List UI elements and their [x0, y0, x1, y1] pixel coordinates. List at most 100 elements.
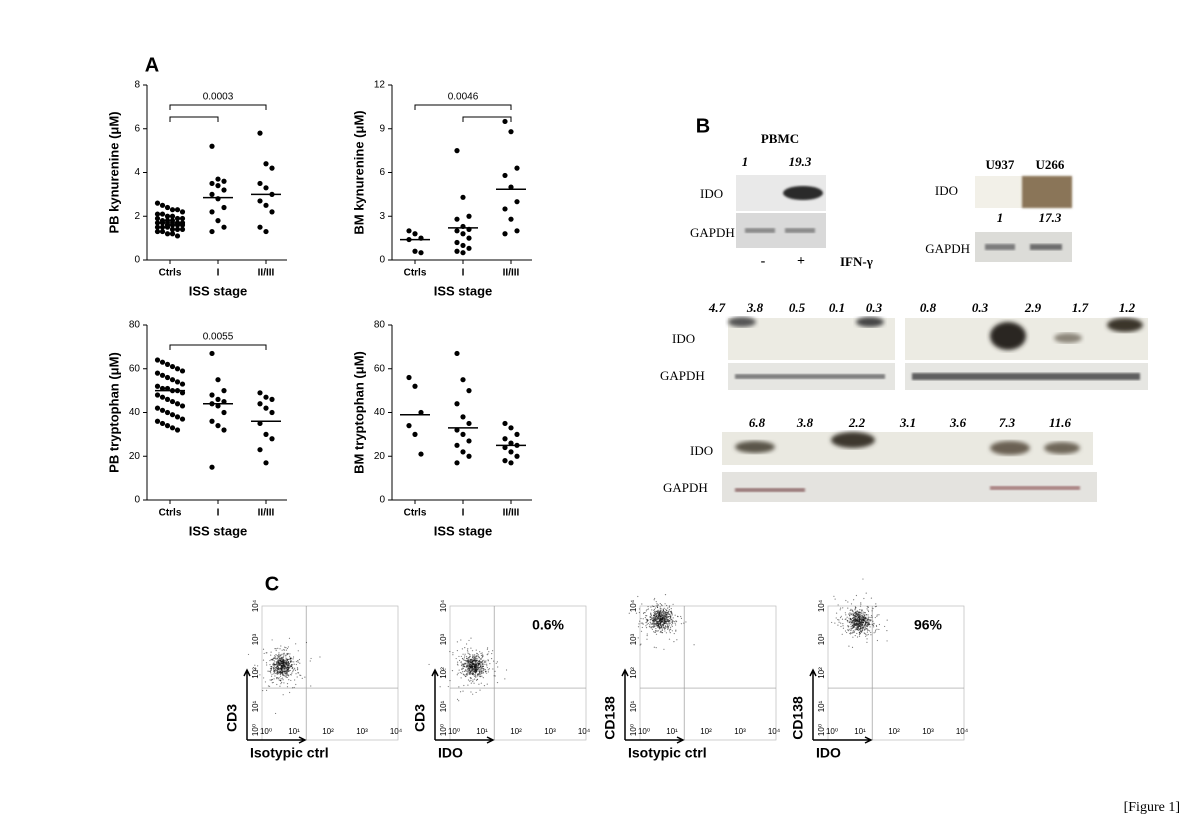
event-dot — [280, 663, 282, 665]
data-point — [215, 403, 221, 409]
event-dot — [289, 661, 291, 663]
data-point — [174, 222, 181, 228]
event-dot — [668, 613, 670, 615]
event-dot — [277, 672, 279, 674]
event-dot — [464, 659, 466, 662]
event-dot — [472, 668, 474, 670]
event-dot — [469, 656, 471, 658]
event-dot — [471, 656, 474, 659]
event-dot — [654, 611, 656, 613]
event-dot — [863, 615, 866, 617]
event-dot — [645, 625, 647, 627]
event-dot — [478, 656, 480, 658]
event-dot — [310, 685, 312, 687]
lane-value: 3.6 — [949, 415, 967, 430]
x-tick-label: 10¹ — [288, 727, 300, 736]
event-dot — [655, 605, 657, 607]
event-dot — [283, 667, 285, 670]
event-dot — [279, 655, 281, 657]
event-dot — [852, 612, 855, 614]
event-dot — [297, 668, 299, 670]
event-dot — [282, 673, 284, 675]
band — [1022, 176, 1072, 208]
data-point — [460, 414, 466, 420]
event-dot — [274, 712, 277, 715]
y-tick-label: 10⁰ — [439, 724, 448, 736]
event-dot — [853, 615, 855, 617]
data-point — [257, 401, 263, 407]
x-tick-label: I — [462, 508, 465, 519]
event-dot — [281, 649, 283, 651]
data-point — [209, 143, 215, 149]
event-dot — [292, 656, 295, 658]
event-dot — [851, 625, 853, 627]
data-point — [502, 420, 508, 427]
event-dot — [645, 615, 647, 617]
event-dot — [657, 630, 660, 632]
event-dot — [292, 669, 294, 671]
event-dot — [655, 610, 657, 613]
event-dot — [273, 659, 275, 662]
event-dot — [474, 672, 476, 674]
event-dot — [875, 605, 878, 607]
event-dot — [661, 620, 664, 623]
event-dot — [304, 676, 306, 678]
event-dot — [469, 669, 471, 671]
event-dot — [428, 663, 430, 666]
event-dot — [670, 611, 673, 614]
event-dot — [487, 671, 489, 673]
data-point — [209, 392, 215, 398]
event-dot — [855, 628, 857, 630]
event-dot — [652, 620, 654, 622]
data-point — [460, 242, 466, 249]
event-dot — [667, 620, 669, 623]
event-dot — [273, 656, 275, 659]
event-dot — [655, 601, 657, 603]
event-dot — [683, 622, 685, 624]
y-tick-label: 20 — [374, 451, 386, 462]
data-point — [412, 383, 418, 389]
event-dot — [296, 667, 299, 669]
event-dot — [488, 651, 490, 653]
event-dot — [870, 616, 872, 619]
data-point — [154, 383, 161, 389]
event-dot — [465, 673, 468, 675]
event-dot — [294, 667, 296, 670]
event-dot — [854, 618, 856, 620]
event-dot — [655, 633, 658, 635]
event-dot — [472, 693, 474, 695]
event-dot — [459, 672, 461, 674]
data-point — [154, 211, 161, 217]
event-dot — [483, 668, 485, 670]
event-dot — [297, 650, 299, 652]
event-dot — [284, 646, 286, 648]
data-point — [502, 458, 508, 464]
event-dot — [467, 662, 469, 664]
event-dot — [865, 624, 867, 627]
event-dot — [290, 665, 292, 667]
data-point — [164, 385, 171, 392]
event-dot — [276, 671, 278, 673]
event-dot — [469, 673, 472, 675]
y-tick-label: 10³ — [817, 633, 826, 645]
x-tick-label: Ctrls — [159, 268, 182, 279]
event-dot — [270, 654, 272, 656]
event-dot — [471, 667, 474, 669]
event-dot — [847, 629, 849, 631]
event-dot — [665, 618, 667, 621]
event-dot — [280, 667, 283, 669]
event-dot — [461, 668, 463, 670]
event-dot — [277, 664, 279, 666]
event-dot — [862, 626, 864, 628]
event-dot — [666, 622, 668, 624]
event-dot — [285, 663, 287, 665]
event-dot — [855, 607, 857, 609]
data-point — [209, 191, 215, 197]
x-tick-label: 10⁴ — [956, 727, 969, 736]
event-dot — [850, 626, 852, 628]
event-dot — [279, 685, 281, 687]
event-dot — [849, 622, 851, 624]
event-dot — [669, 617, 672, 619]
y-axis-label: BM kynurenine (μM) — [351, 110, 366, 234]
